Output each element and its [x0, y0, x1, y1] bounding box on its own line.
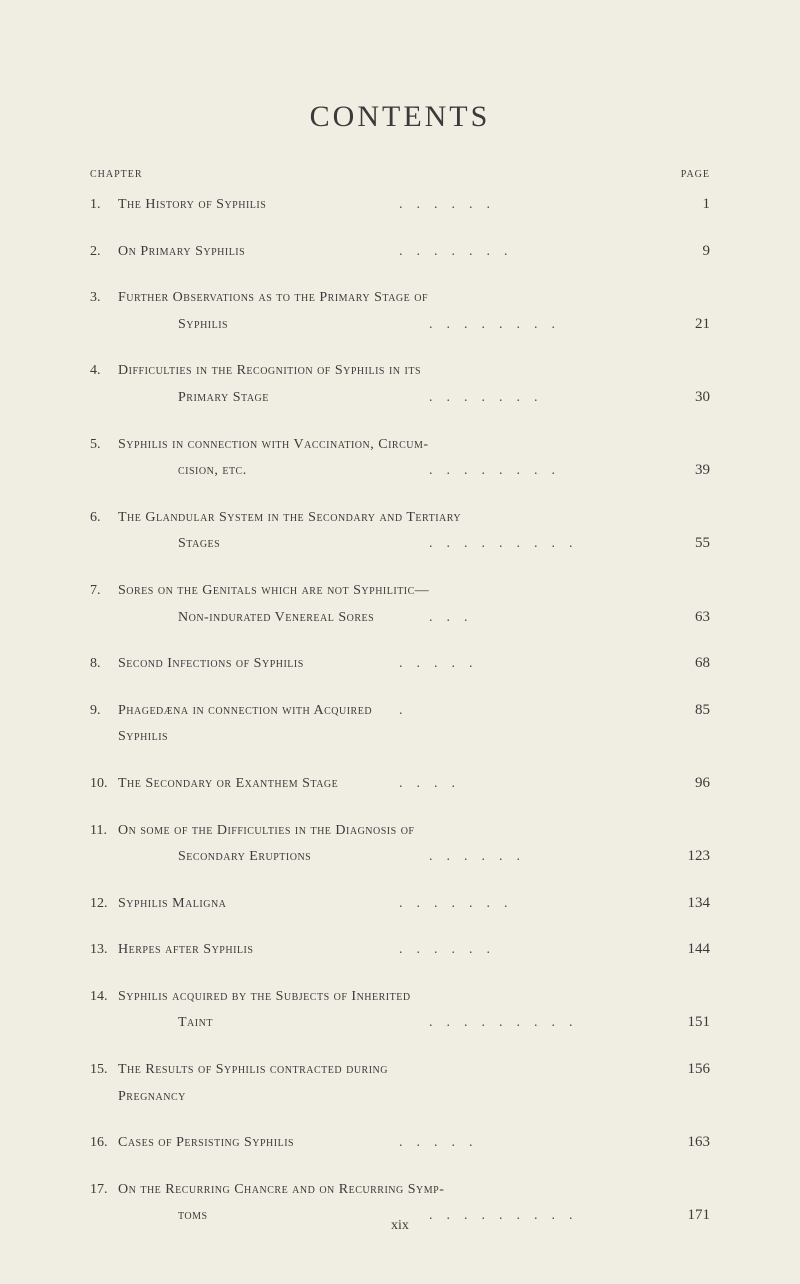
toc-entry: 8. Second Infections of Syphilis ..... 6… [90, 651, 710, 678]
leader-dots: ... [419, 610, 670, 626]
chapter-number: 16. [90, 1135, 118, 1151]
leader-dots: .... [389, 776, 670, 792]
chapter-title: The History of Syphilis [118, 192, 389, 219]
chapter-number: 13. [90, 942, 118, 958]
page-reference: 1 [670, 196, 710, 213]
leader-dots: ....... [389, 244, 670, 260]
chapter-title-line1: The Glandular System in the Secondary an… [118, 505, 710, 532]
page-reference: 63 [670, 609, 710, 626]
page-reference: 21 [670, 316, 710, 333]
chapter-title: Phagedæna in connection with Acquired Sy… [118, 698, 389, 751]
toc-entry: 4. Difficulties in the Recognition of Sy… [90, 358, 710, 411]
toc-entry: 9. Phagedæna in connection with Acquired… [90, 698, 710, 751]
chapter-number: 6. [90, 510, 118, 526]
chapter-title-line1: Further Observations as to the Primary S… [118, 285, 710, 312]
toc-entry: 3. Further Observations as to the Primar… [90, 285, 710, 338]
chapter-title: On Primary Syphilis [118, 239, 389, 266]
chapter-number: 10. [90, 776, 118, 792]
page-reference: 39 [670, 462, 710, 479]
chapter-title-line1: Sores on the Genitals which are not Syph… [118, 578, 710, 605]
leader-dots: ..... [389, 656, 670, 672]
chapter-title-line1: Difficulties in the Recognition of Syphi… [118, 358, 710, 385]
page-reference: 134 [670, 895, 710, 912]
chapter-title-line2: Non-indurated Venereal Sores [118, 605, 419, 632]
chapter-number: 11. [90, 823, 118, 839]
toc-entry: 14. Syphilis acquired by the Subjects of… [90, 984, 710, 1037]
chapter-number: 12. [90, 896, 118, 912]
leader-dots: ........ [419, 463, 670, 479]
chapter-title-line2: Syphilis [118, 312, 419, 339]
toc-entry: 13. Herpes after Syphilis ...... 144 [90, 937, 710, 964]
chapter-title-line1: Syphilis in connection with Vaccination,… [118, 432, 710, 459]
toc-entry: 1. The History of Syphilis ...... 1 [90, 192, 710, 219]
page-reference: 85 [670, 702, 710, 719]
chapter-number: 5. [90, 437, 118, 453]
toc-entry: 7. Sores on the Genitals which are not S… [90, 578, 710, 631]
page-reference: 9 [670, 243, 710, 260]
toc-entry: 2. On Primary Syphilis ....... 9 [90, 239, 710, 266]
chapter-number: 1. [90, 197, 118, 213]
chapter-header: CHAPTER [90, 169, 143, 180]
toc-entry: 16. Cases of Persisting Syphilis ..... 1… [90, 1130, 710, 1157]
chapter-title-line1: On the Recurring Chancre and on Recurrin… [118, 1177, 710, 1204]
page-reference: 151 [670, 1014, 710, 1031]
chapter-title-line2: cision, etc. [118, 458, 419, 485]
chapter-title-line1: Syphilis acquired by the Subjects of Inh… [118, 984, 710, 1011]
toc-entry: 5. Syphilis in connection with Vaccinati… [90, 432, 710, 485]
chapter-title: The Secondary or Exanthem Stage [118, 771, 389, 798]
leader-dots: ...... [389, 942, 670, 958]
leader-dots: ........ [419, 317, 670, 333]
page-reference: 68 [670, 655, 710, 672]
chapter-number: 9. [90, 703, 118, 719]
leader-dots: ...... [419, 849, 670, 865]
leader-dots: ...... [389, 197, 670, 213]
chapter-number: 2. [90, 244, 118, 260]
toc-entry: 11. On some of the Difficulties in the D… [90, 818, 710, 871]
leader-dots: ......... [419, 536, 670, 552]
page-reference: 30 [670, 389, 710, 406]
toc-entry: 10. The Secondary or Exanthem Stage ....… [90, 771, 710, 798]
toc-entry: 6. The Glandular System in the Secondary… [90, 505, 710, 558]
page-number-footer: xix [0, 1218, 800, 1234]
chapter-title: Syphilis Maligna [118, 891, 389, 918]
toc-entry: 12. Syphilis Maligna ....... 134 [90, 891, 710, 918]
page-reference: 96 [670, 775, 710, 792]
chapter-title: Cases of Persisting Syphilis [118, 1130, 389, 1157]
contents-title: CONTENTS [90, 100, 710, 134]
chapter-title-line2: Secondary Eruptions [118, 844, 419, 871]
page-header: PAGE [681, 169, 710, 180]
chapter-title-line1: On some of the Difficulties in the Diagn… [118, 818, 710, 845]
chapter-title: Second Infections of Syphilis [118, 651, 389, 678]
column-headers: CHAPTER PAGE [90, 169, 710, 180]
leader-dots: . [389, 703, 670, 719]
chapter-number: 3. [90, 290, 118, 306]
chapter-number: 7. [90, 583, 118, 599]
leader-dots: ......... [419, 1015, 670, 1031]
chapter-number: 4. [90, 363, 118, 379]
leader-dots: ..... [389, 1135, 670, 1151]
chapter-number: 17. [90, 1182, 118, 1198]
page-reference: 123 [670, 848, 710, 865]
chapter-title-line2: Taint [118, 1010, 419, 1037]
leader-dots: ....... [419, 390, 670, 406]
page-reference: 163 [670, 1134, 710, 1151]
chapter-title: Herpes after Syphilis [118, 937, 389, 964]
page-reference: 156 [670, 1061, 710, 1078]
chapter-title-line2: Primary Stage [118, 385, 419, 412]
chapter-number: 8. [90, 656, 118, 672]
chapter-title-line2: Stages [118, 531, 419, 558]
chapter-number: 15. [90, 1062, 118, 1078]
chapter-number: 14. [90, 989, 118, 1005]
page-reference: 55 [670, 535, 710, 552]
leader-dots: ....... [389, 896, 670, 912]
toc-entries: 1. The History of Syphilis ...... 1 2. O… [90, 192, 710, 1230]
toc-entry: 15. The Results of Syphilis contracted d… [90, 1057, 710, 1110]
chapter-title: The Results of Syphilis contracted durin… [118, 1057, 389, 1110]
page-reference: 144 [670, 941, 710, 958]
